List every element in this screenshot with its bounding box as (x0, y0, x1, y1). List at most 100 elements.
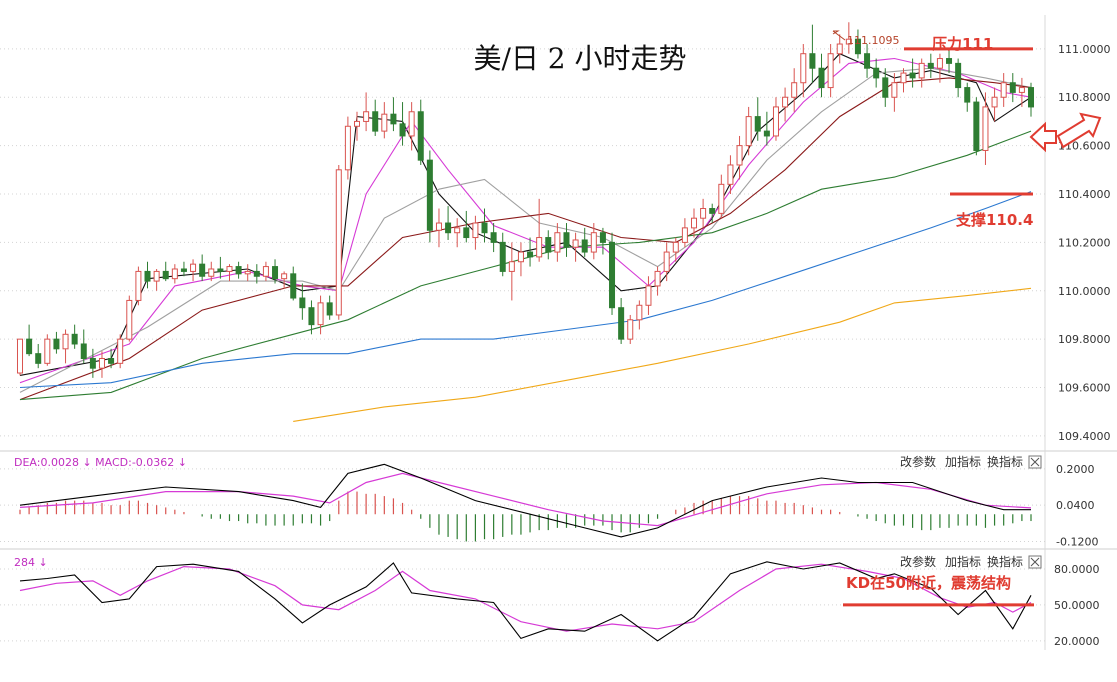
candle (627, 314, 634, 344)
candle-body (782, 96, 789, 108)
candle-body (53, 338, 60, 350)
price-tick-label: 110.4000 (1058, 188, 1111, 201)
candle-body (964, 87, 971, 103)
candle (89, 348, 96, 378)
candle-body (190, 263, 197, 272)
candle-body (353, 120, 361, 127)
macd-param-button[interactable]: 改参数 (900, 454, 936, 469)
candle-body (517, 251, 524, 263)
kd-tick-label: 50.0000 (1054, 599, 1100, 612)
d-line (19, 563, 1032, 632)
candle (490, 223, 497, 253)
candle (754, 97, 761, 141)
candle-body (199, 263, 206, 277)
candle-body (818, 67, 825, 89)
candle (481, 208, 488, 243)
candle (709, 203, 716, 224)
candle (900, 68, 907, 93)
candle-body (736, 145, 743, 166)
candle (809, 24, 816, 83)
candle (408, 102, 415, 151)
candle (62, 329, 69, 364)
candle-body (800, 53, 807, 84)
candle (508, 242, 515, 301)
macd-legend-text: DEA:0.0028 ↓ MACD:-0.0362 ↓ (14, 456, 187, 469)
candle-body (645, 285, 652, 306)
macd-close-icon[interactable] (1028, 455, 1042, 469)
macd-add-indicator-button[interactable]: 加指标 (945, 454, 981, 469)
candle-body (372, 111, 379, 132)
candle-body (135, 270, 142, 301)
candle-body (709, 208, 716, 214)
support-label: 支撑110.4 (955, 211, 1033, 229)
kd-switch-indicator-button[interactable]: 换指标 (987, 554, 1023, 569)
candle-body (927, 62, 934, 69)
candle (882, 68, 889, 107)
candle-body (445, 222, 452, 234)
candle (390, 97, 397, 132)
kd-tick-label: 20.0000 (1054, 635, 1100, 648)
candle-body (508, 261, 515, 272)
panel-frames (0, 15, 1117, 650)
candle (335, 164, 342, 320)
moving-average-lines (19, 53, 1032, 422)
price-tick-label: 109.8000 (1058, 333, 1111, 346)
candle (98, 351, 105, 378)
candle (554, 223, 561, 262)
candle (117, 334, 124, 369)
macd-tick-label: 0.0400 (1056, 499, 1095, 512)
kd-tick-label: 80.0000 (1054, 563, 1100, 576)
candle-body (454, 227, 461, 234)
candle-body (1018, 87, 1025, 93)
candle (918, 58, 925, 88)
candle (435, 208, 442, 248)
candle (472, 215, 479, 250)
candle-body (244, 270, 251, 275)
kd-lines (19, 561, 1032, 642)
kd-toolbar: 改参数 加指标 换指标 (900, 554, 1042, 569)
candle (927, 53, 934, 78)
candle (827, 44, 834, 98)
candle-body (472, 222, 479, 239)
candle (946, 48, 953, 74)
candle (527, 237, 534, 267)
candle-body (700, 208, 707, 219)
candle-body (308, 307, 315, 326)
candle (609, 232, 616, 315)
candle (681, 218, 688, 248)
candle-body (335, 169, 342, 316)
kd-add-indicator-button[interactable]: 加指标 (945, 554, 981, 569)
candle (454, 218, 461, 248)
candle (973, 97, 980, 156)
candle-body (618, 307, 625, 340)
candle (463, 210, 470, 243)
candle (1000, 73, 1007, 107)
candle (763, 111, 770, 146)
candle-body (262, 266, 269, 277)
candle (281, 271, 288, 289)
candle-body (235, 266, 242, 275)
candle-body (672, 241, 679, 253)
price-axis: 111.0000110.8000110.6000110.4000110.2000… (1058, 43, 1111, 443)
candle (700, 198, 707, 228)
kd-param-button[interactable]: 改参数 (900, 554, 936, 569)
candle-body (727, 164, 734, 185)
candle-body (581, 239, 588, 253)
candle (262, 261, 269, 282)
candle-body (126, 299, 133, 340)
macd-switch-indicator-button[interactable]: 换指标 (987, 454, 1023, 469)
price-tick-label: 110.8000 (1058, 91, 1111, 104)
candle-body (599, 232, 606, 243)
candle (372, 99, 379, 136)
candle (153, 268, 160, 291)
candle (381, 102, 388, 139)
candle-body (71, 333, 78, 345)
candle-body (809, 53, 816, 69)
moving-average-line (19, 191, 1032, 389)
candle (727, 155, 734, 195)
candle (126, 295, 133, 342)
kd-close-icon[interactable] (1028, 555, 1042, 569)
candle (162, 261, 169, 282)
